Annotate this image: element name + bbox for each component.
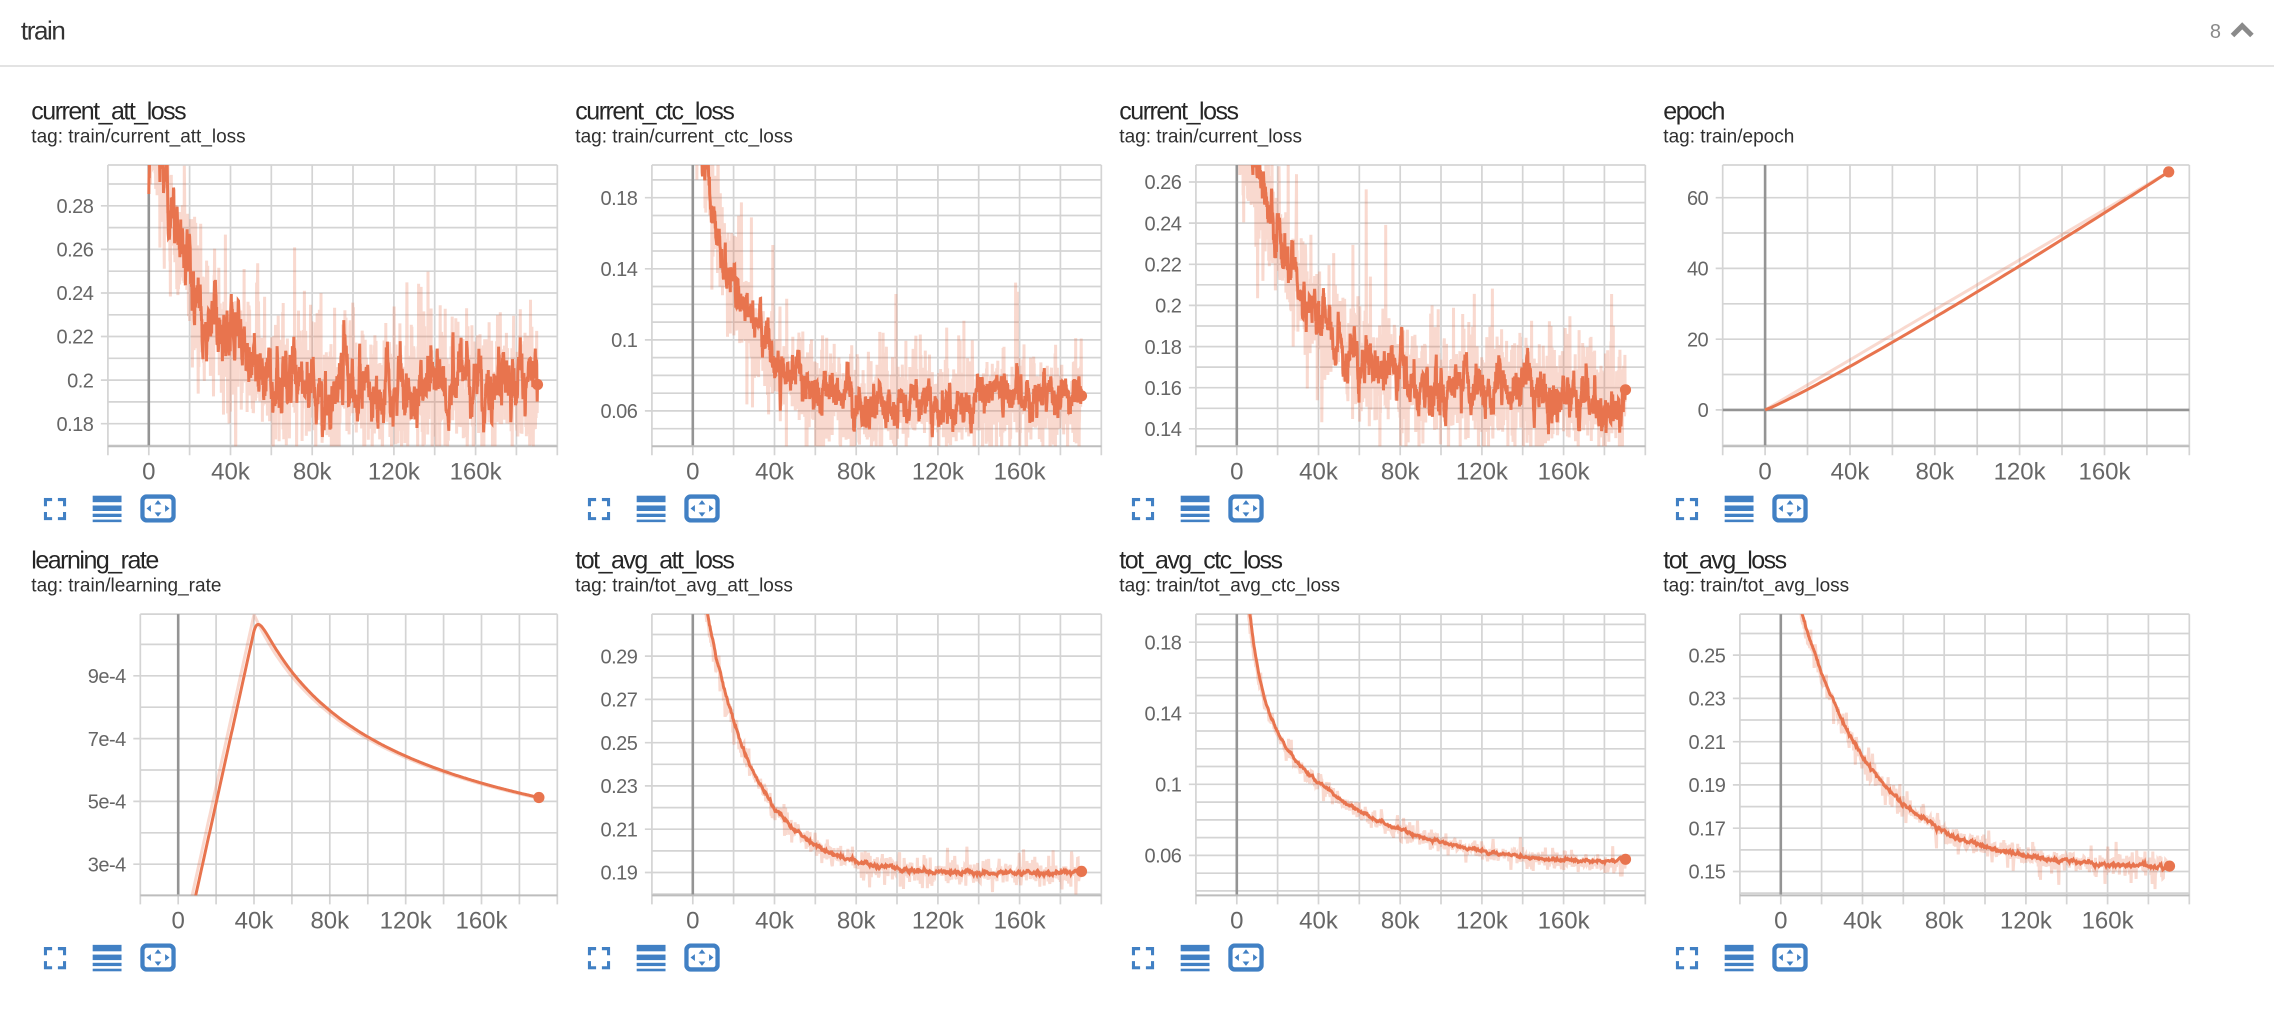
svg-text:tag: train/tot_avg_loss: tag: train/tot_avg_loss: [1663, 576, 1849, 597]
svg-text:120k: 120k: [1994, 459, 2047, 486]
svg-text:160k: 160k: [2082, 908, 2135, 935]
svg-text:current_att_loss: current_att_loss: [31, 98, 186, 126]
svg-text:8: 8: [2210, 21, 2221, 43]
svg-text:0: 0: [1774, 908, 1787, 935]
svg-text:0.22: 0.22: [56, 327, 93, 349]
svg-text:epoch: epoch: [1663, 98, 1724, 126]
svg-text:40k: 40k: [755, 908, 795, 935]
svg-text:80k: 80k: [1381, 908, 1421, 935]
svg-text:tot_avg_loss: tot_avg_loss: [1663, 547, 1786, 575]
svg-text:tag: train/current_ctc_loss: tag: train/current_ctc_loss: [575, 127, 793, 148]
svg-text:0: 0: [172, 908, 185, 935]
svg-text:120k: 120k: [912, 908, 965, 935]
svg-text:60: 60: [1687, 188, 1709, 210]
svg-text:0.18: 0.18: [1144, 337, 1181, 359]
svg-text:tag: train/current_loss: tag: train/current_loss: [1119, 127, 1302, 148]
svg-text:120k: 120k: [1456, 908, 1509, 935]
svg-text:0.21: 0.21: [600, 819, 637, 841]
svg-text:0: 0: [686, 459, 699, 486]
svg-text:160k: 160k: [2078, 459, 2131, 486]
svg-text:160k: 160k: [994, 459, 1047, 486]
svg-text:3e-4: 3e-4: [88, 854, 126, 876]
svg-text:tot_avg_att_loss: tot_avg_att_loss: [575, 547, 734, 575]
svg-text:0.26: 0.26: [56, 240, 93, 262]
svg-text:20: 20: [1687, 329, 1709, 351]
svg-text:0.19: 0.19: [600, 863, 637, 885]
svg-text:0.2: 0.2: [1155, 296, 1182, 318]
svg-text:0.29: 0.29: [600, 646, 637, 668]
svg-text:0: 0: [1230, 459, 1243, 486]
svg-text:9e-4: 9e-4: [88, 666, 126, 688]
svg-text:0.15: 0.15: [1688, 862, 1725, 884]
svg-text:40k: 40k: [235, 908, 275, 935]
svg-text:0.18: 0.18: [600, 188, 637, 210]
svg-text:learning_rate: learning_rate: [31, 547, 158, 575]
svg-text:80k: 80k: [1381, 459, 1421, 486]
svg-text:0.17: 0.17: [1688, 818, 1725, 840]
svg-text:tag: train/tot_avg_att_loss: tag: train/tot_avg_att_loss: [575, 576, 793, 597]
svg-text:0: 0: [1758, 459, 1771, 486]
svg-text:0.2: 0.2: [67, 370, 94, 392]
svg-text:0.14: 0.14: [1144, 703, 1181, 725]
svg-text:40k: 40k: [1299, 459, 1339, 486]
svg-text:160k: 160k: [450, 459, 503, 486]
svg-text:0.18: 0.18: [56, 414, 93, 436]
svg-text:0.27: 0.27: [600, 690, 637, 712]
svg-text:0.19: 0.19: [1688, 775, 1725, 797]
svg-text:0.1: 0.1: [1155, 775, 1182, 797]
svg-text:80k: 80k: [293, 459, 333, 486]
svg-text:80k: 80k: [837, 908, 877, 935]
svg-text:160k: 160k: [455, 908, 508, 935]
svg-text:40k: 40k: [211, 459, 251, 486]
svg-text:40k: 40k: [755, 459, 795, 486]
svg-text:0.06: 0.06: [600, 401, 637, 423]
svg-text:0.18: 0.18: [1144, 632, 1181, 654]
svg-text:120k: 120k: [912, 459, 965, 486]
svg-text:80k: 80k: [1915, 459, 1955, 486]
svg-text:0.21: 0.21: [1688, 732, 1725, 754]
svg-text:160k: 160k: [1538, 908, 1591, 935]
svg-text:80k: 80k: [310, 908, 350, 935]
svg-text:120k: 120k: [2000, 908, 2053, 935]
svg-text:80k: 80k: [837, 459, 877, 486]
svg-text:0: 0: [686, 908, 699, 935]
svg-text:0.23: 0.23: [1688, 689, 1725, 711]
svg-text:7e-4: 7e-4: [88, 729, 126, 751]
svg-text:tag: train/current_att_loss: tag: train/current_att_loss: [31, 127, 245, 148]
svg-text:tag: train/epoch: tag: train/epoch: [1663, 127, 1794, 148]
svg-text:0: 0: [1230, 908, 1243, 935]
svg-text:0.22: 0.22: [1144, 255, 1181, 277]
svg-text:40k: 40k: [1843, 908, 1883, 935]
svg-text:120k: 120k: [1456, 459, 1509, 486]
svg-text:0.1: 0.1: [611, 330, 638, 352]
svg-text:0.24: 0.24: [1144, 213, 1181, 235]
svg-text:0: 0: [1698, 400, 1709, 422]
svg-text:0.25: 0.25: [1688, 645, 1725, 667]
svg-text:0.14: 0.14: [600, 259, 637, 281]
svg-text:120k: 120k: [368, 459, 421, 486]
svg-text:tot_avg_ctc_loss: tot_avg_ctc_loss: [1119, 547, 1282, 575]
svg-text:train: train: [21, 16, 65, 46]
svg-text:0.16: 0.16: [1144, 378, 1181, 400]
svg-text:current_loss: current_loss: [1119, 98, 1238, 126]
svg-text:40k: 40k: [1831, 459, 1871, 486]
svg-text:0: 0: [142, 459, 155, 486]
svg-text:40: 40: [1687, 259, 1709, 281]
svg-text:0.23: 0.23: [600, 776, 637, 798]
svg-text:40k: 40k: [1299, 908, 1339, 935]
svg-text:120k: 120k: [380, 908, 433, 935]
svg-text:tag: train/tot_avg_ctc_loss: tag: train/tot_avg_ctc_loss: [1119, 576, 1340, 597]
svg-text:current_ctc_loss: current_ctc_loss: [575, 98, 734, 126]
svg-text:80k: 80k: [1925, 908, 1965, 935]
svg-text:160k: 160k: [1538, 459, 1591, 486]
svg-text:0.14: 0.14: [1144, 419, 1181, 441]
svg-text:0.28: 0.28: [56, 196, 93, 218]
svg-text:160k: 160k: [994, 908, 1047, 935]
svg-text:0.25: 0.25: [600, 733, 637, 755]
svg-text:tag: train/learning_rate: tag: train/learning_rate: [31, 576, 221, 597]
svg-text:0.24: 0.24: [56, 283, 93, 305]
svg-text:0.06: 0.06: [1144, 846, 1181, 868]
svg-text:0.26: 0.26: [1144, 172, 1181, 194]
svg-text:5e-4: 5e-4: [88, 792, 126, 814]
